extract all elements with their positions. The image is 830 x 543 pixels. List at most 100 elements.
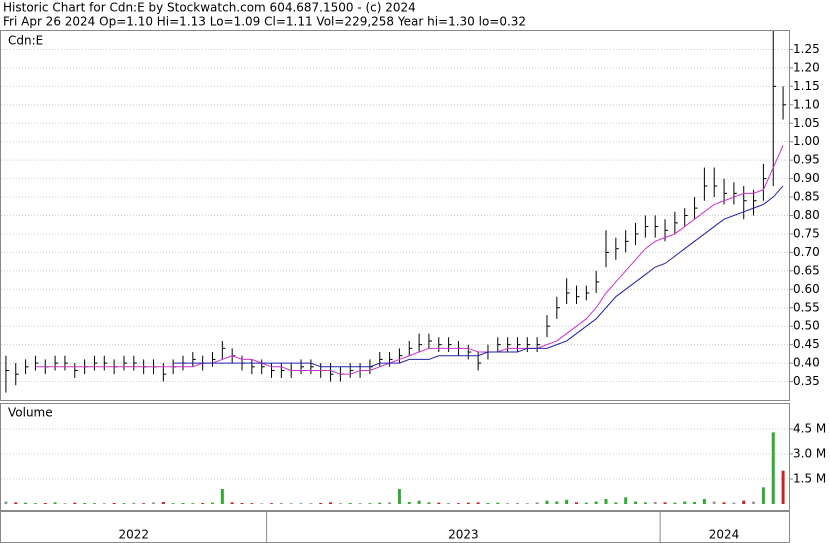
volume-bar bbox=[712, 501, 716, 504]
volume-bar bbox=[63, 503, 67, 504]
volume-bar bbox=[279, 503, 283, 504]
chart-subtitle: Fri Apr 26 2024 Op=1.10 Hi=1.13 Lo=1.09 … bbox=[3, 15, 526, 29]
volume-bar bbox=[4, 501, 8, 504]
y-tick-label: 0.85 bbox=[793, 190, 820, 204]
volume-bar bbox=[634, 501, 638, 504]
volume-bar bbox=[220, 489, 224, 504]
volume-bar bbox=[663, 502, 667, 504]
volume-bar bbox=[260, 503, 264, 504]
volume-bar bbox=[289, 503, 293, 504]
y-tick-label: 1.5 M bbox=[793, 472, 826, 486]
volume-bar bbox=[407, 502, 411, 504]
volume-bar bbox=[142, 503, 146, 504]
volume-bar bbox=[417, 500, 421, 504]
y-tick-label: 0.45 bbox=[793, 337, 820, 351]
volume-bar bbox=[191, 503, 195, 504]
volume-bar bbox=[201, 503, 205, 504]
volume-bar bbox=[240, 503, 244, 504]
volume-bar bbox=[486, 503, 490, 504]
volume-bar bbox=[348, 503, 352, 504]
volume-bar bbox=[535, 502, 539, 504]
y-tick-label: 0.70 bbox=[793, 245, 820, 259]
volume-bar bbox=[643, 502, 647, 504]
volume-bar bbox=[742, 500, 746, 504]
volume-bar bbox=[604, 499, 608, 504]
volume-bar bbox=[309, 503, 313, 504]
volume-bar bbox=[732, 502, 736, 504]
y-tick-label: 0.90 bbox=[793, 171, 820, 185]
volume-bar bbox=[230, 502, 234, 504]
volume-bar bbox=[447, 503, 451, 504]
volume-bar bbox=[92, 503, 96, 504]
volume-bar bbox=[496, 502, 500, 504]
y-tick-label: 0.40 bbox=[793, 356, 820, 370]
volume-bar bbox=[614, 502, 618, 504]
moving-average bbox=[173, 185, 784, 368]
volume-bar bbox=[14, 502, 18, 504]
price-label: Cdn:E bbox=[8, 34, 43, 48]
volume-bar bbox=[673, 502, 677, 504]
x-tick-label: 2024 bbox=[709, 528, 740, 542]
volume-bar bbox=[358, 503, 362, 504]
volume-bar bbox=[161, 502, 165, 504]
volume-bar bbox=[83, 503, 87, 504]
volume-bar bbox=[329, 502, 333, 504]
volume-bar bbox=[132, 502, 136, 504]
volume-bar bbox=[456, 503, 460, 504]
volume-bar bbox=[181, 503, 185, 504]
volume-bar bbox=[574, 502, 578, 504]
y-tick-label: 1.15 bbox=[793, 79, 820, 93]
volume-bar bbox=[584, 502, 588, 504]
volume-bar bbox=[319, 503, 323, 504]
volume-bar bbox=[653, 502, 657, 504]
volume-bar bbox=[781, 470, 785, 504]
y-tick-label: 4.5 M bbox=[793, 422, 826, 436]
volume-label: Volume bbox=[8, 406, 53, 420]
volume-bar bbox=[270, 503, 274, 504]
volume-bar bbox=[338, 503, 342, 504]
volume-bar bbox=[211, 502, 215, 504]
y-tick-label: 0.55 bbox=[793, 300, 820, 314]
volume-bar bbox=[437, 502, 441, 504]
volume-bar bbox=[624, 497, 628, 504]
y-tick-label: 0.65 bbox=[793, 263, 820, 277]
volume-bar bbox=[151, 502, 155, 504]
volume-bar bbox=[565, 499, 569, 504]
volume-bar bbox=[388, 502, 392, 504]
volume-bar bbox=[466, 502, 470, 504]
y-tick-label: 3.0 M bbox=[793, 447, 826, 461]
volume-bar bbox=[545, 500, 549, 504]
y-tick-label: 0.35 bbox=[793, 374, 820, 388]
y-tick-label: 0.75 bbox=[793, 226, 820, 240]
y-tick-label: 1.25 bbox=[793, 42, 820, 56]
volume-bar bbox=[555, 501, 559, 504]
x-tick-label: 2022 bbox=[119, 528, 150, 542]
volume-bar bbox=[397, 489, 401, 504]
volume-bar bbox=[771, 432, 775, 504]
volume-bar bbox=[171, 503, 175, 504]
volume-bar bbox=[702, 499, 706, 504]
volume-bar bbox=[122, 503, 126, 504]
y-tick-label: 1.10 bbox=[793, 97, 820, 111]
volume-bar bbox=[368, 503, 372, 504]
y-tick-label: 1.20 bbox=[793, 60, 820, 74]
volume-bar bbox=[515, 503, 519, 504]
volume-bar bbox=[752, 501, 756, 504]
volume-bar bbox=[693, 502, 697, 504]
volume-bar bbox=[250, 503, 254, 504]
y-tick-label: 0.60 bbox=[793, 282, 820, 296]
volume-bar bbox=[683, 501, 687, 504]
volume-bar bbox=[594, 501, 598, 504]
volume-bar bbox=[53, 502, 57, 504]
volume-bar bbox=[102, 503, 106, 504]
volume-bar bbox=[476, 502, 480, 504]
volume-panel bbox=[0, 403, 790, 511]
y-tick-label: 0.50 bbox=[793, 319, 820, 333]
volume-bar bbox=[73, 502, 77, 504]
volume-bar bbox=[299, 503, 303, 504]
volume-bar bbox=[722, 502, 726, 504]
chart-title: Historic Chart for Cdn:E by Stockwatch.c… bbox=[3, 1, 416, 15]
y-tick-label: 1.00 bbox=[793, 134, 820, 148]
